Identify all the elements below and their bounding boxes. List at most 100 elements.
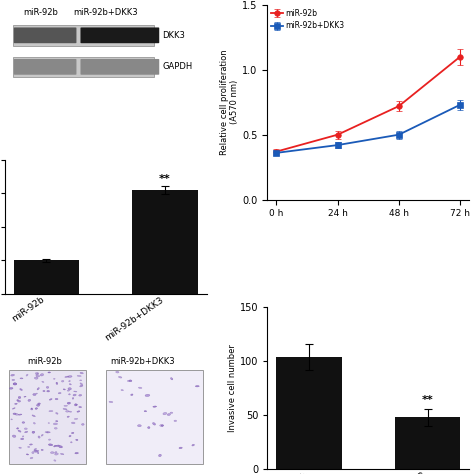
Ellipse shape [28,399,31,401]
Ellipse shape [54,460,56,461]
Ellipse shape [48,423,50,424]
Ellipse shape [79,406,82,408]
Ellipse shape [54,428,57,429]
Ellipse shape [48,439,51,440]
Ellipse shape [32,431,35,433]
Ellipse shape [13,383,17,384]
Ellipse shape [35,450,39,452]
Ellipse shape [18,396,21,399]
Ellipse shape [67,390,70,391]
Ellipse shape [34,448,36,450]
Ellipse shape [67,402,71,404]
Ellipse shape [46,386,49,388]
Text: miR-92b+DKK3: miR-92b+DKK3 [73,8,138,17]
Ellipse shape [9,388,13,389]
Ellipse shape [118,376,122,378]
Ellipse shape [170,412,173,413]
Ellipse shape [82,424,84,425]
Ellipse shape [72,432,74,434]
Bar [106,370,203,464]
Ellipse shape [22,436,24,437]
Ellipse shape [153,423,155,425]
Bar [13,57,154,77]
Ellipse shape [36,374,39,375]
Ellipse shape [18,430,21,432]
Bar [9,370,85,464]
Ellipse shape [79,394,82,396]
Ellipse shape [25,431,27,433]
Ellipse shape [80,383,82,385]
Text: **: ** [422,395,433,405]
Ellipse shape [45,431,48,432]
Ellipse shape [12,435,16,438]
Ellipse shape [73,391,77,392]
Ellipse shape [138,387,142,389]
Ellipse shape [37,452,39,454]
Ellipse shape [12,408,15,409]
Ellipse shape [42,381,44,383]
Ellipse shape [11,374,15,376]
Ellipse shape [129,380,132,382]
Ellipse shape [144,410,146,412]
Ellipse shape [56,382,58,384]
Ellipse shape [59,446,63,448]
Ellipse shape [21,438,24,440]
Ellipse shape [192,444,194,446]
Ellipse shape [80,380,82,381]
Ellipse shape [34,377,38,379]
Ellipse shape [58,392,61,394]
Ellipse shape [20,378,23,379]
Ellipse shape [24,396,26,397]
Ellipse shape [55,398,58,400]
Ellipse shape [55,420,58,422]
Ellipse shape [32,452,34,454]
Ellipse shape [26,374,28,376]
Ellipse shape [36,393,37,394]
Ellipse shape [69,383,71,385]
Ellipse shape [15,414,18,415]
Text: GAPDH: GAPDH [162,63,192,72]
Ellipse shape [73,394,76,396]
Ellipse shape [69,381,70,382]
Ellipse shape [77,411,80,412]
Ellipse shape [55,452,57,453]
Ellipse shape [17,400,18,401]
Ellipse shape [131,394,133,395]
Ellipse shape [61,454,64,455]
Ellipse shape [163,412,167,415]
Ellipse shape [116,371,119,373]
Ellipse shape [54,445,56,447]
Ellipse shape [46,432,50,433]
Ellipse shape [65,376,69,377]
Bar [276,356,342,469]
Ellipse shape [47,391,50,392]
Ellipse shape [145,394,150,397]
Bar [13,25,154,46]
Text: miR-92b: miR-92b [27,357,63,366]
Ellipse shape [76,439,78,440]
Ellipse shape [64,405,67,406]
Ellipse shape [75,404,78,405]
Ellipse shape [18,414,22,415]
Ellipse shape [24,428,27,429]
Text: DKK3: DKK3 [162,31,185,40]
Ellipse shape [121,390,123,391]
Ellipse shape [48,444,53,446]
Ellipse shape [67,416,69,417]
Ellipse shape [31,409,33,410]
Ellipse shape [179,447,182,449]
Ellipse shape [36,375,40,377]
Y-axis label: Invasive cell number: Invasive cell number [228,344,237,432]
Legend: miR-92b, miR-92b+DKK3: miR-92b, miR-92b+DKK3 [271,9,345,30]
Ellipse shape [80,385,83,387]
Ellipse shape [38,403,40,404]
Ellipse shape [35,408,37,409]
Ellipse shape [69,435,71,437]
FancyBboxPatch shape [14,27,76,43]
Ellipse shape [167,413,171,416]
Ellipse shape [62,380,64,382]
Ellipse shape [69,411,72,412]
Ellipse shape [72,398,74,399]
Ellipse shape [71,442,72,443]
Ellipse shape [63,389,65,390]
